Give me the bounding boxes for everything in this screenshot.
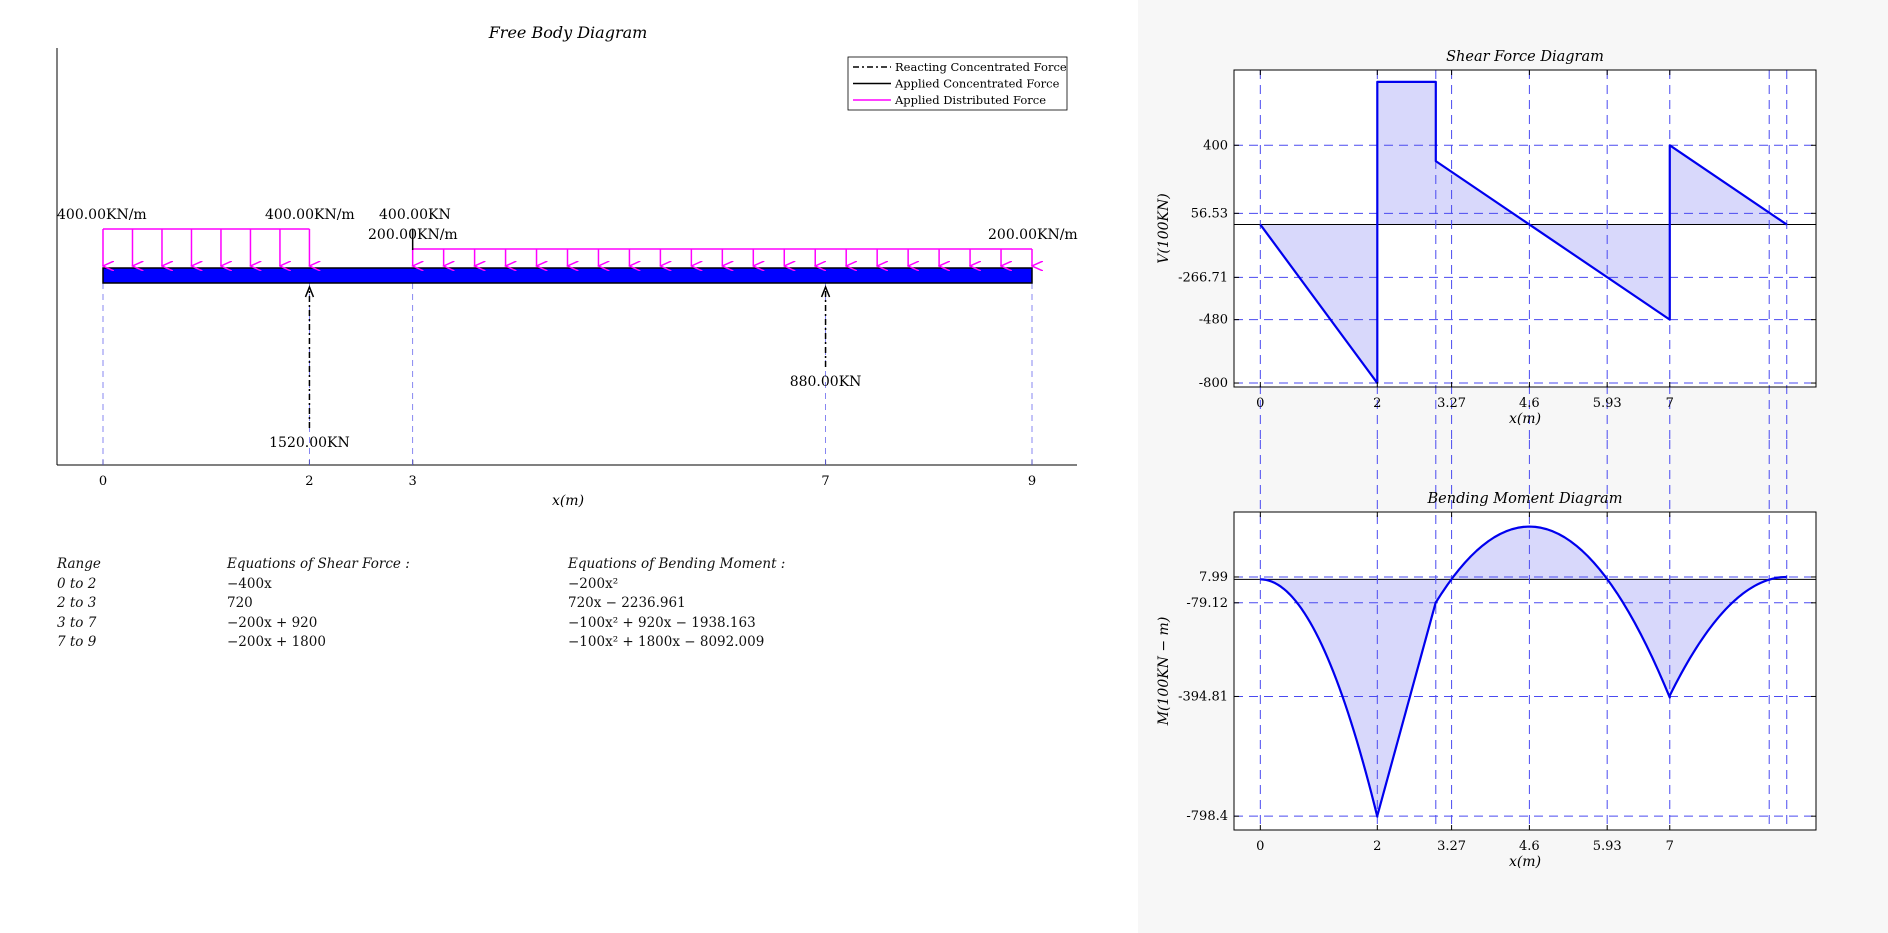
legend-label: Reacting Concentrated Force bbox=[895, 60, 1067, 74]
y-tick-label: 7.99 bbox=[1199, 570, 1228, 585]
fbd-x-tick-label: 3 bbox=[409, 474, 417, 489]
moment-equation: −200x² bbox=[568, 575, 619, 592]
equation-range: 2 to 3 bbox=[57, 595, 97, 611]
y-tick-label: -480 bbox=[1199, 313, 1228, 328]
chart-y-label: V(100KN) bbox=[1156, 193, 1172, 263]
reaction-force: 1520.00KN bbox=[269, 284, 350, 451]
x-tick-label: 0 bbox=[1256, 396, 1264, 411]
bending-moment-diagram: 7.99 -79.12 -394.81 -798.4 0 2 3.27 4.6 5.93 7 Ben… bbox=[1156, 440, 1817, 870]
x-tick-label: 0 bbox=[1256, 839, 1264, 854]
fbd-legend: Reacting Concentrated Force Applied Conce… bbox=[847, 56, 1068, 111]
fbd-title: Free Body Diagram bbox=[488, 23, 648, 42]
x-tick-label: 2 bbox=[1373, 396, 1381, 411]
x-tick-label: 4.6 bbox=[1519, 396, 1540, 411]
shear-force-diagram: 400 56.53 -266.71 -480 -800 0 2 3.27 4.6 5.93 7 She… bbox=[1156, 49, 1817, 440]
y-tick-label: -798.4 bbox=[1186, 809, 1228, 824]
curve-line bbox=[1259, 80, 1788, 385]
moment-equation: 720x − 2236.961 bbox=[568, 595, 686, 611]
fbd-x-label: x(m) bbox=[552, 493, 584, 509]
chart-x-label: x(m) bbox=[1509, 411, 1541, 427]
reaction-arrow-head bbox=[304, 284, 315, 298]
distributed-load: 200.00KN/m 200.00KN/m bbox=[368, 227, 1078, 266]
shear-equation: 720 bbox=[227, 595, 253, 611]
shear-equation: −200x + 1800 bbox=[227, 634, 326, 650]
distributed-load-end-label: 400.00KN/m bbox=[265, 207, 355, 223]
shear-equation: −200x + 920 bbox=[227, 614, 318, 631]
reaction-force-label: 880.00KN bbox=[790, 374, 862, 390]
chart-title: Bending Moment Diagram bbox=[1427, 491, 1623, 507]
shear-equation: −400x bbox=[227, 575, 272, 592]
equation-row: 0 to 2 −400x −200x² bbox=[57, 576, 1057, 596]
equations-table: Range Equations of Shear Force : Equatio… bbox=[57, 556, 1057, 654]
fbd-x-tick-label: 2 bbox=[305, 474, 313, 489]
chart-y-label: M(100KN − m) bbox=[1156, 617, 1172, 727]
reaction-arrow-head bbox=[820, 284, 831, 298]
applied-force-label: 400.00KN bbox=[379, 207, 451, 223]
beam bbox=[102, 267, 1033, 284]
distributed-load-start-label: 400.00KN/m bbox=[57, 207, 147, 223]
equation-row: 2 to 3 720 720x − 2236.961 bbox=[57, 595, 1057, 615]
y-tick-label: 56.53 bbox=[1191, 206, 1228, 221]
x-tick-label: 7 bbox=[1666, 839, 1674, 854]
y-tick-label: -394.81 bbox=[1178, 689, 1228, 704]
y-tick-label: -266.71 bbox=[1178, 270, 1228, 285]
y-tick-label: -800 bbox=[1199, 376, 1228, 391]
y-tick-label: -79.12 bbox=[1186, 596, 1228, 611]
fbd-x-tick-label: 9 bbox=[1028, 474, 1036, 489]
equation-row: 3 to 7 −200x + 920 −100x² + 920x − 1938.… bbox=[57, 615, 1057, 635]
moment-equation: −100x² + 1800x − 8092.009 bbox=[568, 634, 765, 650]
y-tick-label: 400 bbox=[1203, 138, 1228, 153]
x-tick-label: 3.27 bbox=[1437, 839, 1466, 854]
reaction-force: 880.00KN bbox=[790, 284, 862, 390]
equations-header: Range Equations of Shear Force : Equatio… bbox=[57, 556, 1057, 576]
curve-fill bbox=[1260, 81, 1787, 384]
reaction-force-label: 1520.00KN bbox=[269, 435, 350, 451]
chart-x-label: x(m) bbox=[1509, 854, 1541, 870]
moment-equation: −100x² + 920x − 1938.163 bbox=[568, 614, 756, 631]
header-shear: Equations of Shear Force : bbox=[227, 556, 410, 572]
x-tick-label: 3.27 bbox=[1437, 396, 1466, 411]
curve-line bbox=[1260, 525, 1787, 818]
plot-frame bbox=[1233, 511, 1817, 831]
equation-range: 0 to 2 bbox=[57, 575, 97, 592]
diagrams-panel: 400 56.53 -266.71 -480 -800 0 2 3.27 4.6 5.93 7 She… bbox=[1138, 0, 1888, 933]
header-range: Range bbox=[57, 556, 101, 572]
curve-fill bbox=[1260, 526, 1787, 817]
legend-label: Applied Concentrated Force bbox=[894, 77, 1060, 91]
x-tick-label: 7 bbox=[1666, 396, 1674, 411]
plot-frame bbox=[1233, 69, 1817, 388]
x-tick-label: 5.93 bbox=[1593, 396, 1622, 411]
fbd-x-tick-label: 7 bbox=[821, 474, 829, 489]
chart-title: Shear Force Diagram bbox=[1446, 49, 1604, 65]
fbd-x-tick-label: 0 bbox=[99, 474, 107, 489]
equation-range: 7 to 9 bbox=[57, 634, 97, 650]
equation-row: 7 to 9 −200x + 1800 −100x² + 1800x − 809… bbox=[57, 634, 1057, 654]
distributed-load: 400.00KN/m 400.00KN/m bbox=[57, 207, 355, 266]
fbd-content: 400.00KN/m 400.00KN/m 200.00KN/m 200.00KN/m… bbox=[57, 207, 1078, 465]
equation-range: 3 to 7 bbox=[57, 614, 97, 631]
distributed-load-end-label: 200.00KN/m bbox=[988, 227, 1078, 243]
x-tick-label: 5.93 bbox=[1593, 839, 1622, 854]
fbd-axes: 0 2 3 7 9 bbox=[56, 48, 1077, 489]
header-moment: Equations of Bending Moment : bbox=[568, 556, 786, 572]
x-tick-label: 2 bbox=[1373, 839, 1381, 854]
x-tick-label: 4.6 bbox=[1519, 839, 1540, 854]
legend-label: Applied Distributed Force bbox=[894, 93, 1046, 107]
